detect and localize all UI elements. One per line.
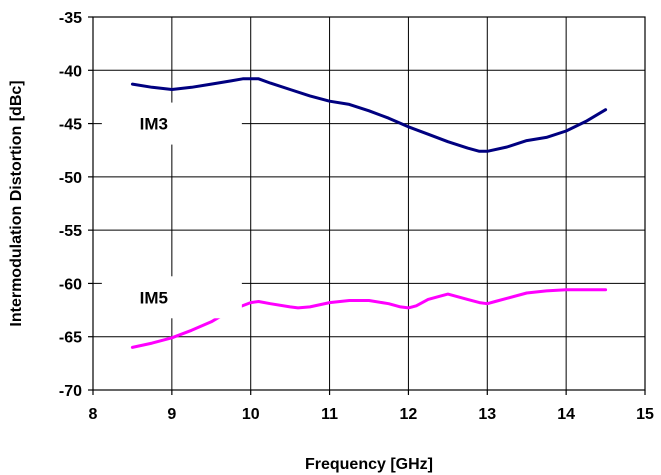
y-tick-label: -55 xyxy=(59,223,82,240)
y-tick-label: -45 xyxy=(59,117,82,134)
series-label-im5: IM5 xyxy=(140,288,168,307)
y-tick-label: -70 xyxy=(59,383,82,400)
x-tick-label: 9 xyxy=(167,406,176,423)
y-tick-label: -65 xyxy=(59,330,82,347)
series-label-im3: IM3 xyxy=(140,115,168,134)
series-labels: IM3 IM5 xyxy=(101,102,242,319)
x-tick-label: 12 xyxy=(400,406,418,423)
series-label-background xyxy=(101,276,242,319)
y-tick-label: -35 xyxy=(59,10,82,27)
y-tick-label: -50 xyxy=(59,170,82,187)
x-tick-labels: 8 9 10 11 12 13 14 15 xyxy=(89,406,654,423)
tick-marks xyxy=(88,16,646,395)
x-tick-label: 13 xyxy=(478,406,496,423)
y-axis-title: Intermodulation Distortion [dBc] xyxy=(8,80,25,326)
y-tick-labels: -35 -40 -45 -50 -55 -60 -65 -70 xyxy=(59,10,82,400)
x-tick-label: 14 xyxy=(557,406,575,423)
x-tick-label: 11 xyxy=(321,406,338,423)
x-tick-label: 10 xyxy=(242,406,260,423)
x-tick-label: 15 xyxy=(636,406,654,423)
series-line-im3 xyxy=(130,77,608,153)
series-label-background xyxy=(101,102,242,145)
y-tick-label: -40 xyxy=(59,63,82,80)
plot-frame xyxy=(92,16,646,391)
x-axis-title: Frequency [GHz] xyxy=(305,456,433,473)
y-tick-label: -60 xyxy=(59,276,82,293)
x-tick-label: 8 xyxy=(89,406,98,423)
